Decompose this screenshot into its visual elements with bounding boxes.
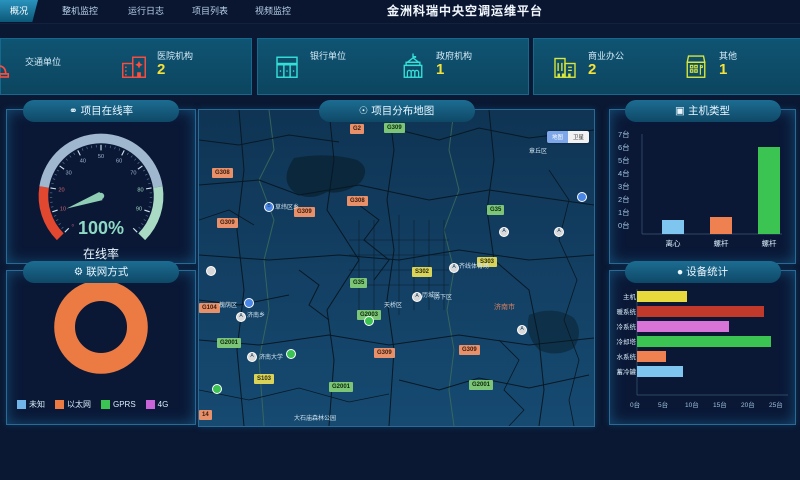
svg-text:90: 90 xyxy=(136,206,142,212)
svg-text:50: 50 xyxy=(98,154,104,160)
svg-text:20: 20 xyxy=(58,188,64,194)
svg-text:40: 40 xyxy=(80,158,86,164)
svg-text:60: 60 xyxy=(116,158,122,164)
svg-text:80: 80 xyxy=(137,188,143,194)
svg-text:70: 70 xyxy=(130,170,136,176)
svg-text:30: 30 xyxy=(66,170,72,176)
svg-text:10: 10 xyxy=(60,206,66,212)
